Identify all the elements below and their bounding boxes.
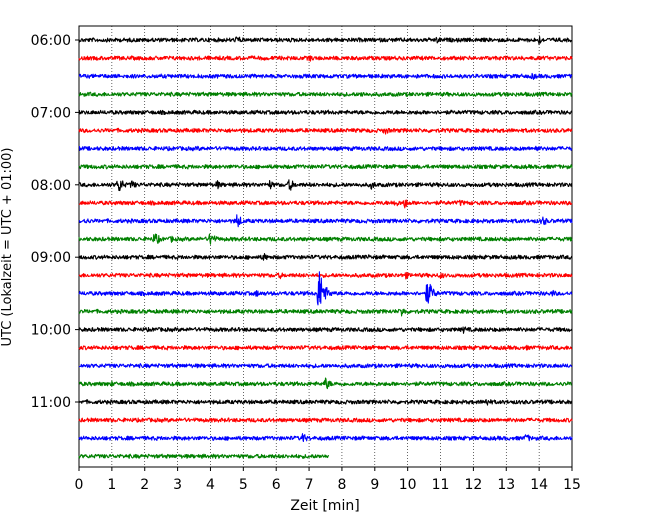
seismic-trace — [78, 326, 573, 334]
y-tick-label: 10:00 — [31, 323, 71, 339]
x-tick-label: 6 — [272, 477, 281, 493]
seismic-trace — [78, 399, 573, 406]
y-tick-label: 09:00 — [31, 250, 71, 266]
seismic-trace — [78, 377, 573, 390]
y-tick-label: 11:00 — [31, 395, 71, 411]
seismic-trace — [78, 199, 573, 209]
y-axis-label: UTC (Lokalzeit = UTC + 01:00) — [0, 148, 15, 347]
seismic-traces — [78, 36, 573, 459]
seismic-trace — [78, 36, 573, 46]
x-axis-ticks: 0 1 2 3 4 5 6 7 8 9 10 11 12 13 14 15 — [75, 467, 581, 493]
y-tick-label: 06:00 — [31, 33, 71, 49]
y-tick-label: 08:00 — [31, 178, 71, 194]
seismic-trace — [78, 271, 573, 280]
x-tick-label: 14 — [530, 477, 548, 493]
x-tick-label: 3 — [173, 477, 182, 493]
x-tick-label: 5 — [239, 477, 248, 493]
x-tick-label: 0 — [75, 477, 84, 493]
seismic-trace — [78, 109, 573, 116]
y-axis-ticks: 06:00 07:00 08:00 09:00 10:00 11:00 — [31, 33, 79, 411]
seismic-trace — [78, 253, 573, 261]
x-tick-label: 4 — [206, 477, 215, 493]
x-tick-label: 11 — [432, 477, 450, 493]
plot-frame — [78, 25, 573, 468]
x-tick-label: 12 — [464, 477, 482, 493]
x-tick-label: 2 — [140, 477, 149, 493]
seismic-trace — [78, 91, 573, 98]
seismic-trace — [78, 145, 573, 152]
seismic-trace — [78, 308, 573, 317]
seismic-trace — [78, 55, 573, 62]
seismic-trace — [78, 179, 573, 192]
x-tick-label: 7 — [305, 477, 314, 493]
seismic-trace — [78, 453, 330, 459]
seismic-trace — [78, 417, 573, 423]
x-tick-label: 8 — [337, 477, 346, 493]
x-tick-label: 10 — [399, 477, 417, 493]
seismic-trace — [78, 164, 573, 170]
seismic-trace — [78, 271, 573, 306]
seismic-trace — [78, 363, 573, 369]
y-tick-label: 07:00 — [31, 105, 71, 121]
seismic-trace — [78, 344, 573, 351]
x-tick-label: 15 — [563, 477, 581, 493]
seismic-trace — [78, 433, 573, 443]
seismic-trace — [78, 127, 573, 135]
seismic-trace — [78, 72, 573, 80]
seismic-trace — [78, 233, 573, 245]
x-tick-label: 13 — [497, 477, 515, 493]
x-axis-label: Zeit [min] — [290, 498, 359, 514]
x-tick-label: 1 — [107, 477, 116, 493]
x-tick-label: 9 — [370, 477, 379, 493]
seismic-trace — [78, 214, 573, 228]
